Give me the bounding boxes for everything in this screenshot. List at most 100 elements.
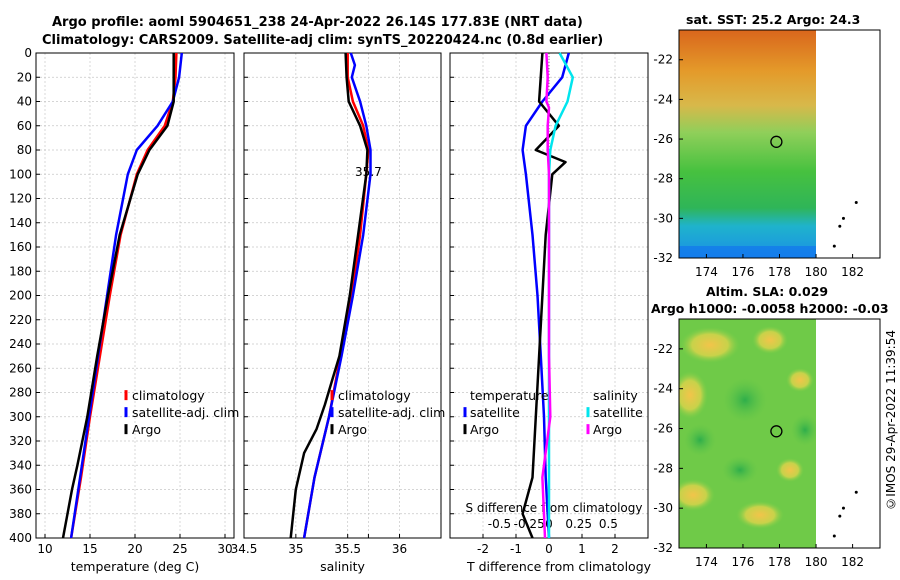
s-axis-label: S difference from climatology — [466, 501, 643, 515]
ytick-label: 240 — [9, 337, 32, 351]
s-tick-label: -0.5 — [488, 517, 511, 531]
map-ytick-label: -28 — [653, 461, 673, 475]
ytick-label: 40 — [17, 95, 32, 109]
map-ytick-label: -26 — [653, 422, 673, 436]
ytick-label: 320 — [9, 434, 32, 448]
xtick-label: 2 — [611, 542, 619, 556]
legend-label: Argo — [593, 422, 622, 437]
map-ytick-label: -30 — [653, 501, 673, 515]
argo-position-marker — [770, 425, 783, 438]
sla-map-title-line1: Altim. SLA: 0.029 — [706, 284, 829, 299]
legend-label: satellite-adj. clim — [338, 405, 445, 420]
island-dot — [832, 534, 836, 538]
map-ytick-label: -24 — [653, 92, 673, 106]
legend-label: climatology — [132, 388, 205, 403]
xtick-label: 25 — [172, 542, 187, 556]
plot-title-line1: Argo profile: aoml 5904651_238 24-Apr-20… — [52, 15, 583, 30]
ytick-label: 360 — [9, 483, 32, 497]
sla-high — [786, 368, 814, 392]
ytick-label: 120 — [9, 192, 32, 206]
series-s-satellite — [547, 52, 575, 538]
map-ytick-label: -28 — [653, 172, 673, 186]
xtick-label: 34.5 — [231, 542, 258, 556]
legend-label: temperature — [470, 388, 549, 403]
xtick-label: 30 — [217, 542, 232, 556]
ytick-label: 260 — [9, 361, 32, 375]
legend-label: salinity — [593, 388, 638, 403]
series-satellite-adj.-clim — [302, 52, 372, 539]
ytick-label: 280 — [9, 386, 32, 400]
xtick-label: 0 — [545, 542, 553, 556]
map-ytick-label: -22 — [653, 53, 673, 67]
xaxis-label: temperature (deg C) — [71, 559, 200, 574]
sla-low — [722, 456, 758, 484]
ytick-label: 80 — [17, 143, 32, 157]
xtick-label: 35.5 — [334, 542, 361, 556]
island-dot — [841, 216, 845, 220]
map-ytick-label: -22 — [653, 342, 673, 356]
map-image — [679, 30, 817, 258]
xtick-label: 10 — [37, 542, 52, 556]
sla-low — [723, 378, 767, 422]
xtick-label: 1 — [578, 542, 586, 556]
sla-high — [679, 479, 715, 511]
sla-high — [752, 326, 788, 354]
sst-cold-band — [679, 246, 817, 258]
map-xtick-label: 178 — [768, 265, 791, 279]
ytick-label: 380 — [9, 507, 32, 521]
map-xtick-label: 174 — [695, 265, 718, 279]
legend-label: climatology — [338, 388, 411, 403]
sla-high — [736, 501, 784, 529]
xaxis-label: T difference from climatology — [466, 559, 652, 574]
map-xtick-label: 180 — [805, 555, 828, 569]
map-xtick-label: 174 — [695, 555, 718, 569]
legend-label: satellite-adj. clim — [132, 405, 239, 420]
map-ytick-label: -32 — [653, 251, 673, 265]
sla-map-title-line2: Argo h1000: -0.0058 h2000: -0.03 — [651, 301, 889, 316]
legend-label: Argo — [132, 422, 161, 437]
series-t-argo — [521, 52, 567, 539]
argo-position-marker — [770, 135, 783, 148]
legend-label: Argo — [338, 422, 367, 437]
panel-difference: -2 -1 0 1 2-0.5 -0.25 0 0.25 0.5S difference fro… — [449, 52, 652, 574]
sla-high — [679, 371, 708, 419]
map-ytick-label: -26 — [653, 132, 673, 146]
panel-salinity: 34.5 35 35.5 35.7 36 salinity climatology satel… — [231, 52, 445, 574]
series-t-satellite — [521, 52, 571, 539]
ytick-label: 300 — [9, 410, 32, 424]
ytick-label: 160 — [9, 240, 32, 254]
plot-title-line2: Climatology: CARS2009. Satellite-adj cli… — [42, 33, 604, 48]
xtick-label: -2 — [477, 542, 489, 556]
xaxis-label: salinity — [320, 559, 365, 574]
sla-low — [791, 414, 817, 446]
xtick-label: -1 — [510, 542, 522, 556]
ytick-label: 100 — [9, 167, 32, 181]
legend-label: satellite — [593, 405, 643, 420]
ytick-label: 0 — [24, 46, 32, 60]
ytick-label: 180 — [9, 264, 32, 278]
series-argo — [289, 52, 369, 539]
ytick-label: 60 — [17, 119, 32, 133]
ytick-label: 400 — [9, 531, 32, 545]
island-dot — [832, 244, 836, 248]
island-dot — [841, 506, 845, 510]
series-s-argo — [541, 52, 552, 539]
map-ytick-label: -24 — [653, 382, 673, 396]
ytick-label: 20 — [17, 70, 32, 84]
map-sla: 174 176 178 180 182 -22 -24 -26 -28 -30 -32 — [653, 318, 881, 569]
map-ytick-label: -32 — [653, 541, 673, 555]
s-tick-label: -0.25 — [514, 517, 545, 531]
xtick-label: 35 — [288, 542, 303, 556]
map-ytick-label: -30 — [653, 211, 673, 225]
map-xtick-label: 182 — [841, 555, 864, 569]
ytick-label: 200 — [9, 289, 32, 303]
sla-high — [680, 327, 740, 363]
panel-temperature: 0 20 40 60 80 100 120 140 160 180 200 220 240 260 280 3… — [9, 46, 239, 574]
map-xtick-label: 180 — [805, 265, 828, 279]
map-xtick-label: 176 — [732, 555, 755, 569]
map-xtick-label: 176 — [732, 265, 755, 279]
xtick-label: 36 — [392, 542, 407, 556]
xtick-label: 20 — [127, 542, 142, 556]
legend-label: satellite — [470, 405, 520, 420]
sst-map-title: sat. SST: 25.2 Argo: 24.3 — [686, 12, 861, 27]
